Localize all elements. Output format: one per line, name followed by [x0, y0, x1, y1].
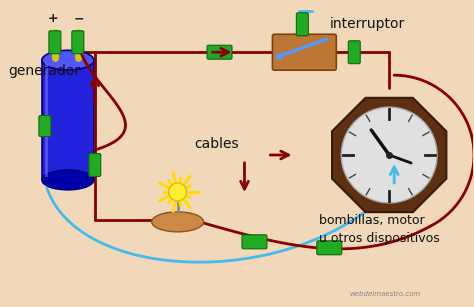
FancyBboxPatch shape — [72, 31, 84, 54]
Ellipse shape — [42, 170, 94, 190]
Polygon shape — [332, 98, 447, 212]
Ellipse shape — [152, 212, 203, 232]
Text: cables: cables — [195, 137, 239, 151]
FancyBboxPatch shape — [49, 31, 61, 54]
Circle shape — [341, 107, 437, 203]
FancyBboxPatch shape — [348, 41, 360, 64]
Text: +: + — [48, 12, 58, 25]
Text: bombillas, motor
u otros dispositivos: bombillas, motor u otros dispositivos — [319, 214, 440, 245]
FancyBboxPatch shape — [296, 13, 309, 36]
FancyBboxPatch shape — [42, 60, 94, 180]
Text: generador: generador — [8, 64, 80, 78]
Circle shape — [169, 183, 187, 201]
Text: interruptor: interruptor — [329, 17, 405, 31]
FancyBboxPatch shape — [89, 154, 101, 177]
FancyBboxPatch shape — [39, 115, 51, 137]
Text: −: − — [74, 12, 84, 25]
FancyBboxPatch shape — [207, 45, 232, 59]
FancyBboxPatch shape — [242, 235, 267, 249]
Text: webdelmaestro.com: webdelmaestro.com — [349, 291, 420, 297]
Ellipse shape — [42, 50, 94, 70]
FancyBboxPatch shape — [317, 241, 342, 255]
FancyBboxPatch shape — [273, 34, 336, 70]
